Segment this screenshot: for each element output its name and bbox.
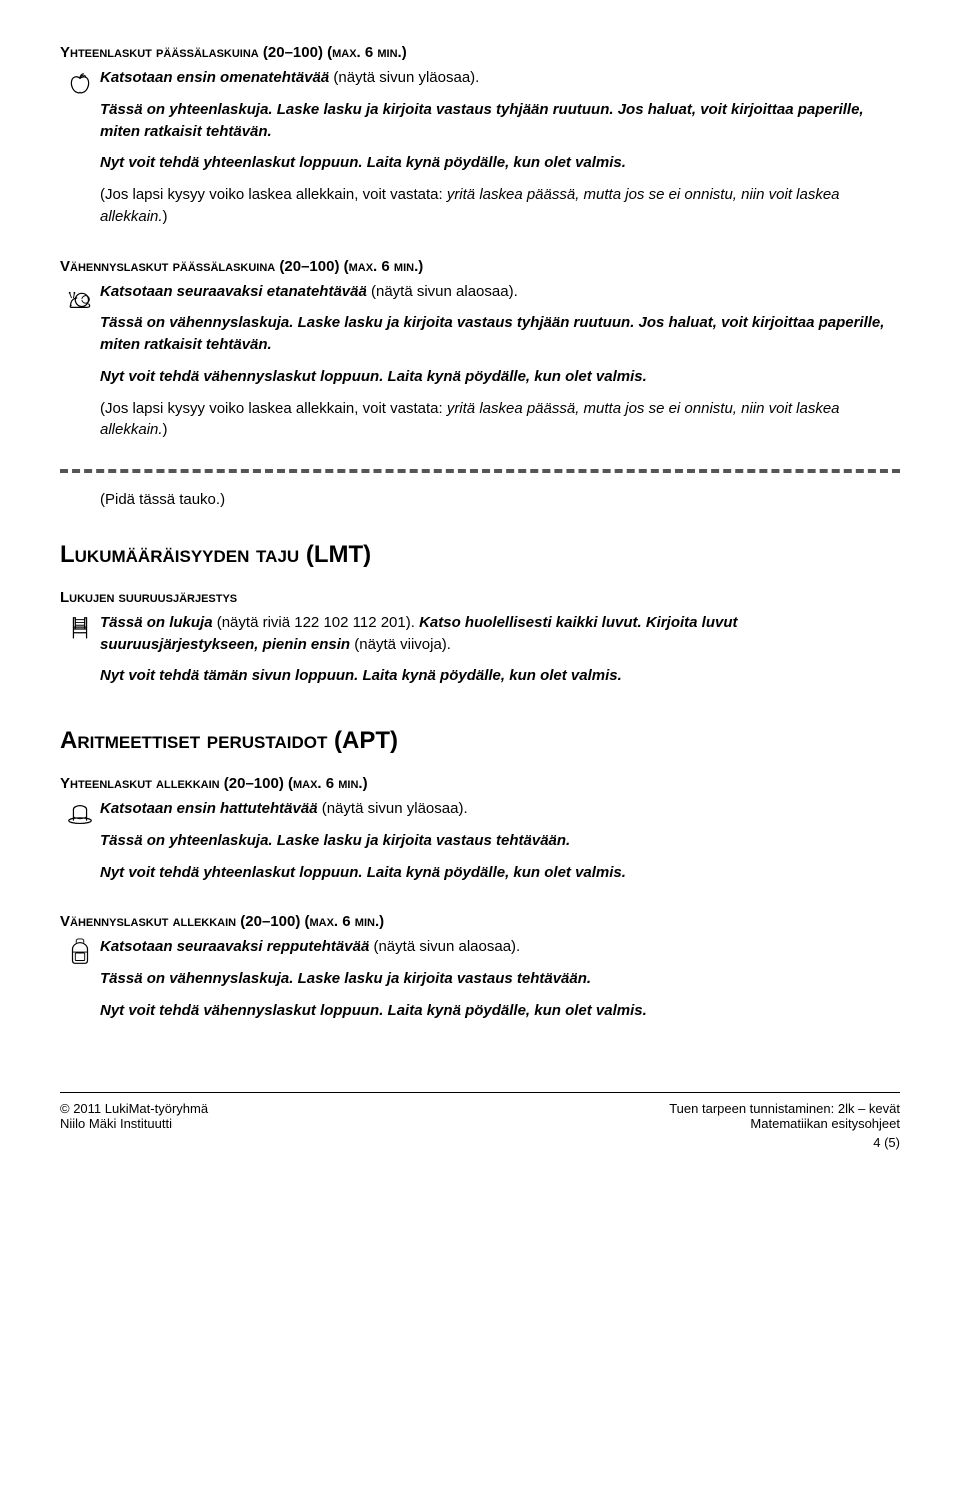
page-footer: © 2011 LukiMat-työryhmä Niilo Mäki Insti… xyxy=(60,1092,900,1150)
para: Katsotaan seuraavaksi repputehtävää (näy… xyxy=(100,936,900,958)
heading-yhteenlaskut-allekkain: Yhteenlaskut allekkain (20–100) (max. 6 … xyxy=(60,775,900,792)
heading-vahennyslaskut-paassa: Vähennyslaskut päässälaskuina (20–100) (… xyxy=(60,258,900,275)
pause-text: (Pidä tässä tauko.) xyxy=(100,489,900,511)
para: Nyt voit tehdä tämän sivun loppuun. Lait… xyxy=(100,665,900,687)
footer-doc-subtitle: Matematiikan esitysohjeet xyxy=(669,1116,900,1131)
para: Nyt voit tehdä vähennyslaskut loppuun. L… xyxy=(100,366,900,388)
para: Tässä on yhteenlaskuja. Laske lasku ja k… xyxy=(100,99,900,143)
para: Nyt voit tehdä vähennyslaskut loppuun. L… xyxy=(100,1000,900,1022)
heading-yhteenlaskut-paassa: Yhteenlaskut päässälaskuina (20–100) (ma… xyxy=(60,44,900,61)
para: Nyt voit tehdä yhteenlaskut loppuun. Lai… xyxy=(100,152,900,174)
dashed-divider xyxy=(60,469,900,473)
apple-icon xyxy=(60,67,100,99)
para: (Jos lapsi kysyy voiko laskea allekkain,… xyxy=(100,184,900,228)
para: Katsotaan seuraavaksi etanatehtävää (näy… xyxy=(100,281,900,303)
para: Tässä on lukuja (näytä riviä 122 102 112… xyxy=(100,612,900,656)
chair-icon xyxy=(60,612,100,644)
para: Tässä on vähennyslaskuja. Laske lasku ja… xyxy=(100,312,900,356)
footer-doc-title: Tuen tarpeen tunnistaminen: 2lk – kevät xyxy=(669,1101,900,1116)
snail-icon xyxy=(60,281,100,313)
hat-icon xyxy=(60,798,100,830)
heading-apt: Aritmeettiset perustaidot (APT) xyxy=(60,727,900,755)
footer-institute: Niilo Mäki Instituutti xyxy=(60,1116,208,1131)
para: (Jos lapsi kysyy voiko laskea allekkain,… xyxy=(100,398,900,442)
para: Katsotaan ensin omenatehtävää (näytä siv… xyxy=(100,67,900,89)
heading-lmt: Lukumääräisyyden taju (LMT) xyxy=(60,541,900,569)
para: Tässä on vähennyslaskuja. Laske lasku ja… xyxy=(100,968,900,990)
para: Nyt voit tehdä yhteenlaskut loppuun. Lai… xyxy=(100,862,900,884)
footer-copyright: © 2011 LukiMat-työryhmä xyxy=(60,1101,208,1116)
para: Tässä on yhteenlaskuja. Laske lasku ja k… xyxy=(100,830,900,852)
heading-vahennyslaskut-allekkain: Vähennyslaskut allekkain (20–100) (max. … xyxy=(60,913,900,930)
para: Katsotaan ensin hattutehtävää (näytä siv… xyxy=(100,798,900,820)
page-number: 4 (5) xyxy=(669,1135,900,1150)
backpack-icon xyxy=(60,936,100,968)
heading-lukujen-suuruus: Lukujen suuruusjärjestys xyxy=(60,589,900,606)
